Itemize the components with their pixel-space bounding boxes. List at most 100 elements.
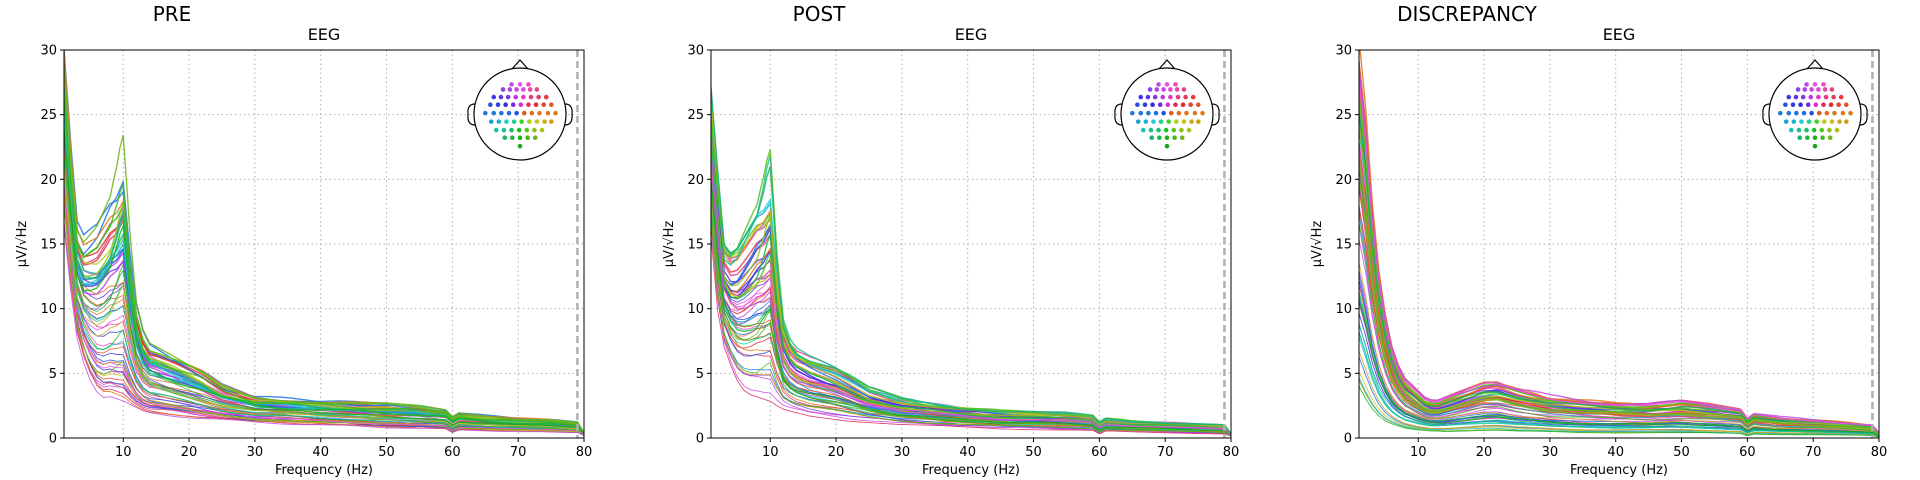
x-tick-label: 70 xyxy=(1805,445,1822,460)
sensor-dot xyxy=(1831,94,1836,100)
sensor-dot xyxy=(1827,127,1832,133)
topomap-inset xyxy=(1114,59,1220,161)
series-group xyxy=(64,50,584,436)
sensor-dot xyxy=(1838,94,1844,100)
sensor-dot xyxy=(1173,82,1178,87)
sensor-dot xyxy=(1834,127,1840,133)
series-line xyxy=(64,172,584,435)
series-line xyxy=(1359,222,1879,436)
y-tick-label: 10 xyxy=(40,302,57,317)
series-line xyxy=(1359,152,1879,435)
series-line xyxy=(1359,113,1879,435)
sensor-dot xyxy=(1165,102,1171,107)
sensor-dot xyxy=(509,82,514,87)
sensor-dot xyxy=(1175,94,1181,100)
sensor-dot xyxy=(1829,87,1835,92)
sensor-dot xyxy=(1805,135,1810,140)
sensor-dot xyxy=(488,119,494,124)
sensor-dot xyxy=(1804,82,1809,87)
sensor-dot xyxy=(1161,110,1166,116)
x-tick-label: 70 xyxy=(510,445,527,460)
sensor-dot xyxy=(1791,119,1797,124)
sensor-dot xyxy=(532,127,537,133)
sensor-dot xyxy=(1148,127,1154,133)
sensor-dot xyxy=(549,119,554,124)
x-axis-label: Frequency (Hz) xyxy=(275,463,373,478)
y-tick-label: 25 xyxy=(40,108,57,123)
y-axis-label: µV/√Hz xyxy=(662,221,677,268)
series-line xyxy=(711,193,1231,436)
sensor-dot xyxy=(1790,102,1796,107)
sensor-dot xyxy=(1848,110,1853,116)
y-tick-label: 15 xyxy=(40,238,57,253)
sensor-dot xyxy=(1168,94,1173,100)
series-line xyxy=(1359,301,1879,437)
sensor-dot xyxy=(1145,94,1151,100)
sensor-dot xyxy=(1189,119,1194,124)
series-line xyxy=(64,132,584,435)
sensor-dot xyxy=(1795,87,1801,92)
sensor-dot xyxy=(1171,127,1177,133)
sensor-dot xyxy=(501,127,507,133)
axes-title: EEG xyxy=(955,25,988,44)
panel-title: POST xyxy=(793,2,846,26)
sensor-dot xyxy=(1796,127,1802,133)
series-line xyxy=(64,127,584,435)
series-line xyxy=(1359,125,1879,435)
sensor-dot xyxy=(494,127,499,133)
axes-title: EEG xyxy=(308,25,341,44)
sensor-dot xyxy=(1135,102,1140,107)
sensor-dot xyxy=(529,110,535,116)
sensor-dot xyxy=(1811,127,1817,133)
sensor-dot xyxy=(1190,94,1196,100)
sensor-dot xyxy=(1180,102,1186,107)
sensor-dot xyxy=(1837,119,1842,124)
topomap-inset xyxy=(1762,59,1868,161)
sensor-dot xyxy=(521,94,526,100)
sensor-dot xyxy=(1809,87,1814,92)
sensor-dot xyxy=(1164,82,1170,87)
series-line xyxy=(711,196,1231,436)
x-tick-label: 40 xyxy=(1607,445,1624,460)
sensor-dot xyxy=(1129,110,1135,116)
y-tick-label: 15 xyxy=(1335,238,1352,253)
series-line xyxy=(711,140,1231,436)
series-line xyxy=(711,208,1231,437)
x-tick-label: 20 xyxy=(1476,445,1493,460)
sensor-dot xyxy=(532,135,538,140)
y-tick-label: 5 xyxy=(1344,367,1352,382)
sensor-dot xyxy=(1146,110,1151,116)
series-line xyxy=(711,173,1231,436)
sensor-dot xyxy=(527,119,532,124)
x-tick-label: 40 xyxy=(312,445,329,460)
sensor-dot xyxy=(510,135,515,140)
series-line xyxy=(711,217,1231,437)
panel-title: PRE xyxy=(153,2,192,26)
sensor-dot xyxy=(1809,110,1814,116)
series-line xyxy=(1359,146,1879,435)
sensor-dot xyxy=(1196,119,1201,124)
sensor-dot xyxy=(1188,102,1193,107)
x-tick-label: 60 xyxy=(444,445,461,460)
series-line xyxy=(1359,109,1879,435)
sensor-dot xyxy=(1183,94,1188,100)
sensor-dot xyxy=(1168,110,1174,116)
series-line xyxy=(711,223,1231,437)
sensor-dot xyxy=(1161,87,1166,92)
head-outline xyxy=(473,67,567,161)
sensor-dot xyxy=(1147,87,1153,92)
sensor-dot xyxy=(514,110,519,116)
series-line xyxy=(1359,157,1879,435)
series-line xyxy=(64,157,584,435)
y-tick-label: 30 xyxy=(40,44,57,59)
left-ear-shape xyxy=(1762,103,1771,126)
y-tick-label: 20 xyxy=(687,173,704,188)
sensor-dot xyxy=(1844,102,1849,107)
series-line xyxy=(1359,385,1879,438)
series-line xyxy=(711,172,1231,436)
sensor-dot xyxy=(488,102,493,107)
series-line xyxy=(1359,129,1879,435)
sensor-dot xyxy=(503,102,508,107)
sensor-dot xyxy=(1200,110,1205,116)
panel-title: DISCREPANCY xyxy=(1397,2,1538,26)
